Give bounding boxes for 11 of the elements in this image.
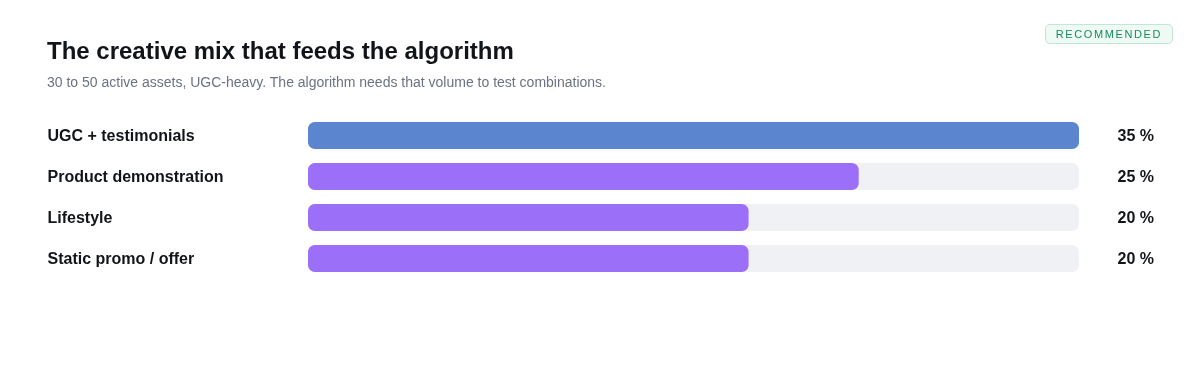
data-label: 35 %	[1117, 126, 1154, 144]
y-tick-label: UGC + testimonials	[47, 126, 195, 144]
chart-subtitle: 30 to 50 active assets, UGC-heavy. The algorithm needs that volume to test combinations.	[47, 74, 606, 90]
y-tick-label: Static promo / offer	[47, 249, 195, 267]
data-label: 25 %	[1117, 167, 1154, 185]
data-label: 20 %	[1117, 249, 1154, 267]
chart-title: The creative mix that feeds the algorithm	[47, 37, 514, 64]
data-label: 20 %	[1117, 208, 1154, 226]
y-tick-label: Product demonstration	[47, 167, 224, 185]
badge-tag: RECOMMENDED	[1044, 24, 1173, 44]
y-tick-label: Lifestyle	[47, 208, 113, 226]
